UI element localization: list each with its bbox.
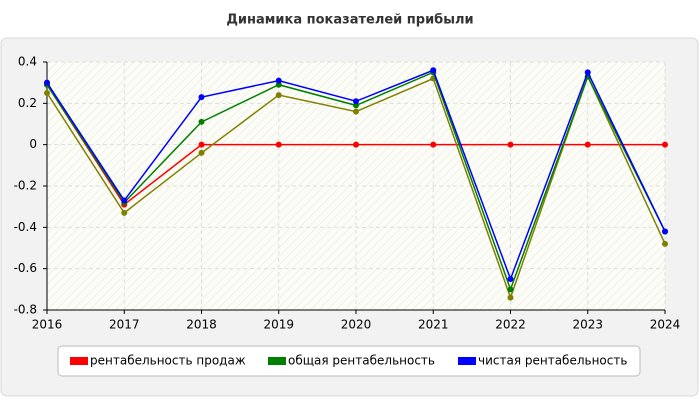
y-tick-label: -0.4: [14, 220, 37, 234]
x-tick-label: 2023: [572, 318, 603, 332]
point: [353, 98, 359, 105]
point: [507, 276, 514, 282]
point: [198, 118, 205, 125]
legend-label: чистая рентабельность: [478, 354, 627, 368]
point: [275, 92, 282, 99]
y-tick-label: -0.8: [14, 303, 37, 317]
legend-label: рентабельность продаж: [90, 354, 246, 368]
point: [121, 197, 128, 204]
point: [275, 77, 282, 84]
x-tick-label: 2020: [341, 318, 372, 332]
point: [507, 286, 514, 293]
point: [507, 141, 514, 148]
point: [584, 141, 591, 148]
point: [121, 209, 128, 216]
x-tick-label: 2024: [650, 318, 681, 332]
chart-title: Динамика показателей прибыли: [226, 13, 473, 28]
point: [662, 141, 668, 148]
x-tick-label: 2016: [32, 318, 63, 332]
y-tick-label: -0.2: [14, 179, 37, 193]
legend-swatch: [458, 357, 476, 365]
point: [275, 141, 282, 148]
x-tick-label: 2021: [418, 318, 449, 332]
y-tick-label: 0: [29, 137, 37, 151]
point: [198, 141, 205, 148]
point: [353, 108, 359, 115]
x-tick-label: 2022: [495, 318, 526, 332]
point: [353, 141, 359, 148]
x-tick-label: 2019: [263, 318, 294, 332]
point: [662, 240, 668, 247]
y-tick-label: 0.2: [18, 96, 37, 110]
point: [198, 94, 205, 101]
legend-swatch: [268, 357, 286, 365]
y-tick-label: 0.4: [18, 55, 37, 69]
point: [662, 228, 668, 235]
y-tick-label: -0.6: [14, 261, 37, 275]
legend-label: общая рентабельность: [288, 354, 435, 368]
point: [198, 149, 205, 156]
x-tick-label: 2017: [109, 318, 140, 332]
x-tick-label: 2018: [186, 318, 217, 332]
point: [44, 90, 50, 96]
legend: [57, 345, 641, 377]
point: [507, 294, 514, 301]
point: [584, 69, 591, 76]
point: [353, 102, 359, 109]
point: [430, 141, 437, 148]
point: [275, 81, 282, 88]
legend-swatch: [70, 357, 88, 365]
point: [44, 79, 50, 86]
point: [430, 67, 437, 74]
